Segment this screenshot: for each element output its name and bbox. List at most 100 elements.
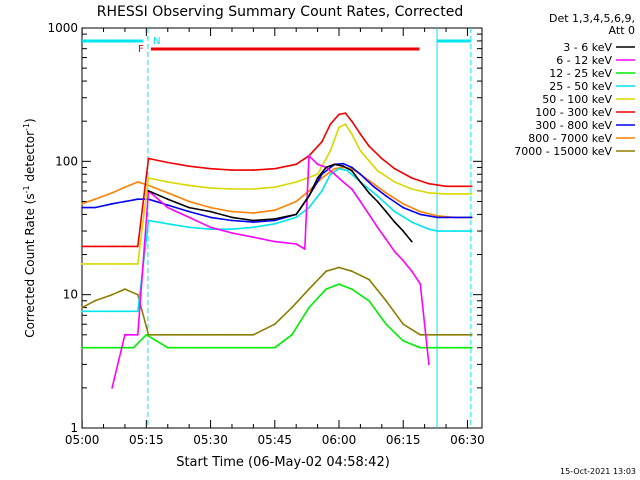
- legend-label: 12 - 25 keV: [549, 67, 612, 80]
- series-12-25-kev-point: [252, 346, 255, 349]
- series-7000-15000-kev-point: [94, 299, 96, 302]
- series-300-800-kev-point: [81, 206, 84, 209]
- series-300-800-kev-point: [402, 206, 405, 209]
- series-50-100-kev-line: [82, 123, 472, 265]
- flag-f-label: F: [138, 44, 144, 55]
- series-25-50-kev-point: [94, 310, 96, 313]
- series-6-12-kev-point: [273, 240, 276, 243]
- series-50-100-kev-point: [166, 181, 169, 183]
- series-300-800-kev-point: [453, 216, 456, 219]
- legend-label: 800 - 7000 keV: [528, 132, 612, 145]
- series-6-12-kev-point: [136, 333, 139, 336]
- series-300-800-kev-point: [372, 185, 375, 188]
- series-7000-15000-kev-point: [453, 333, 456, 336]
- series-3-6-kev-point: [410, 240, 413, 243]
- series-3-6-kev-point: [295, 213, 298, 216]
- series-3-6-kev-point: [316, 177, 319, 179]
- series-800-7000-kev-point: [209, 206, 212, 209]
- y-tick-label: 100: [55, 154, 78, 168]
- series-100-300-kev-point: [231, 169, 233, 171]
- series-300-800-kev-point: [111, 202, 113, 205]
- series-3-6-kev-point: [325, 166, 328, 169]
- series-6-12-kev-point: [342, 181, 345, 183]
- series-50-100-kev-point: [410, 188, 413, 190]
- series-6-12-kev-point: [252, 236, 255, 239]
- x-tick-label: 06:15: [386, 433, 421, 447]
- series-12-25-kev-point: [338, 283, 340, 286]
- series-50-100-kev-point: [295, 181, 298, 183]
- series-50-100-kev-point: [329, 149, 332, 152]
- series-800-7000-kev-point: [320, 177, 323, 179]
- series-6-12-kev-point: [209, 226, 212, 229]
- series-800-7000-kev-point: [436, 214, 439, 217]
- series-25-50-kev-point: [252, 226, 255, 229]
- series-300-800-kev-point: [166, 204, 169, 206]
- series-3-6-kev-point: [166, 198, 169, 201]
- series-12-25-kev-point: [132, 346, 135, 349]
- series-25-50-kev-point: [428, 228, 430, 231]
- series-7000-15000-kev-point: [231, 333, 233, 336]
- series-6-12-kev-point: [333, 173, 336, 176]
- series-25-50-kev-point: [346, 169, 349, 172]
- series-12-25-kev-point: [350, 288, 353, 291]
- series-7000-15000-kev-point: [209, 333, 212, 336]
- legend-label: 50 - 100 keV: [542, 93, 612, 106]
- legend-label: 7000 - 15000 keV: [514, 145, 612, 158]
- series-100-300-kev-point: [209, 167, 212, 170]
- series-50-100-kev-point: [428, 191, 430, 194]
- series-3-6-kev-point: [188, 206, 191, 209]
- y-tick-label: 1000: [47, 21, 78, 35]
- series-800-7000-kev-point: [94, 198, 96, 201]
- series-100-300-kev-point: [329, 123, 332, 126]
- series-25-50-kev-point: [320, 190, 323, 192]
- series-7000-15000-kev-point: [308, 288, 310, 291]
- x-tick-label: 06:30: [450, 433, 485, 447]
- series-800-7000-kev-point: [333, 167, 336, 170]
- series-3-6-kev-point: [376, 200, 379, 203]
- series-12-25-kev-point: [145, 333, 148, 336]
- series-7000-15000-kev-point: [368, 278, 370, 281]
- series-100-300-kev-point: [166, 161, 169, 164]
- series-100-300-kev-point: [273, 167, 276, 170]
- series-12-25-kev-point: [291, 333, 293, 336]
- series-7000-15000-kev-point: [166, 333, 169, 336]
- series-100-300-kev-point: [252, 169, 255, 171]
- series-7000-15000-kev-point: [273, 323, 276, 326]
- series-100-300-kev-point: [359, 133, 362, 136]
- series-6-12-kev-point: [376, 226, 379, 229]
- series-300-800-kev-point: [136, 198, 139, 201]
- series-3-6-kev-point: [333, 163, 336, 166]
- series-7000-15000-kev-point: [325, 270, 328, 273]
- series-12-25-kev-point: [188, 346, 191, 349]
- series-800-7000-kev-point: [166, 191, 169, 194]
- series-6-12-kev-point: [359, 200, 362, 203]
- series-7000-15000-kev-point: [124, 288, 126, 291]
- series-100-300-kev-point: [338, 113, 340, 116]
- series-25-50-kev-line: [82, 167, 472, 313]
- series-7000-15000-kev-point: [419, 333, 422, 336]
- series-7000-15000-kev-point: [350, 270, 353, 273]
- series-800-7000-kev-point: [295, 200, 298, 203]
- series-12-25-kev-point: [325, 288, 328, 291]
- series-100-300-kev-point: [111, 245, 113, 248]
- series-50-100-kev-point: [316, 173, 319, 176]
- series-12-25-kev-point: [273, 346, 276, 349]
- series-6-12-kev-point: [303, 248, 306, 250]
- chart-title: RHESSI Observing Summary Count Rates, Co…: [97, 4, 463, 20]
- series-12-25-kev-point: [81, 346, 84, 349]
- series-100-300-kev-point: [320, 140, 323, 143]
- series-7000-15000-kev-point: [402, 323, 405, 326]
- series-25-50-kev-point: [209, 228, 212, 231]
- series-6-12-kev-point: [166, 206, 169, 209]
- series-6-12-kev-point: [188, 216, 191, 219]
- series-100-300-kev-point: [147, 157, 150, 160]
- series-7000-15000-kev-point: [136, 293, 139, 296]
- series-6-12-kev-point: [385, 238, 387, 241]
- series-50-100-kev-point: [124, 263, 126, 265]
- series-3-6-kev-point: [252, 219, 255, 222]
- series-100-300-kev-point: [188, 165, 191, 168]
- series-3-6-kev-point: [368, 191, 370, 194]
- series-300-800-kev-point: [385, 195, 387, 197]
- series-7000-15000-kev-point: [385, 299, 387, 302]
- series-25-50-kev-point: [410, 221, 413, 224]
